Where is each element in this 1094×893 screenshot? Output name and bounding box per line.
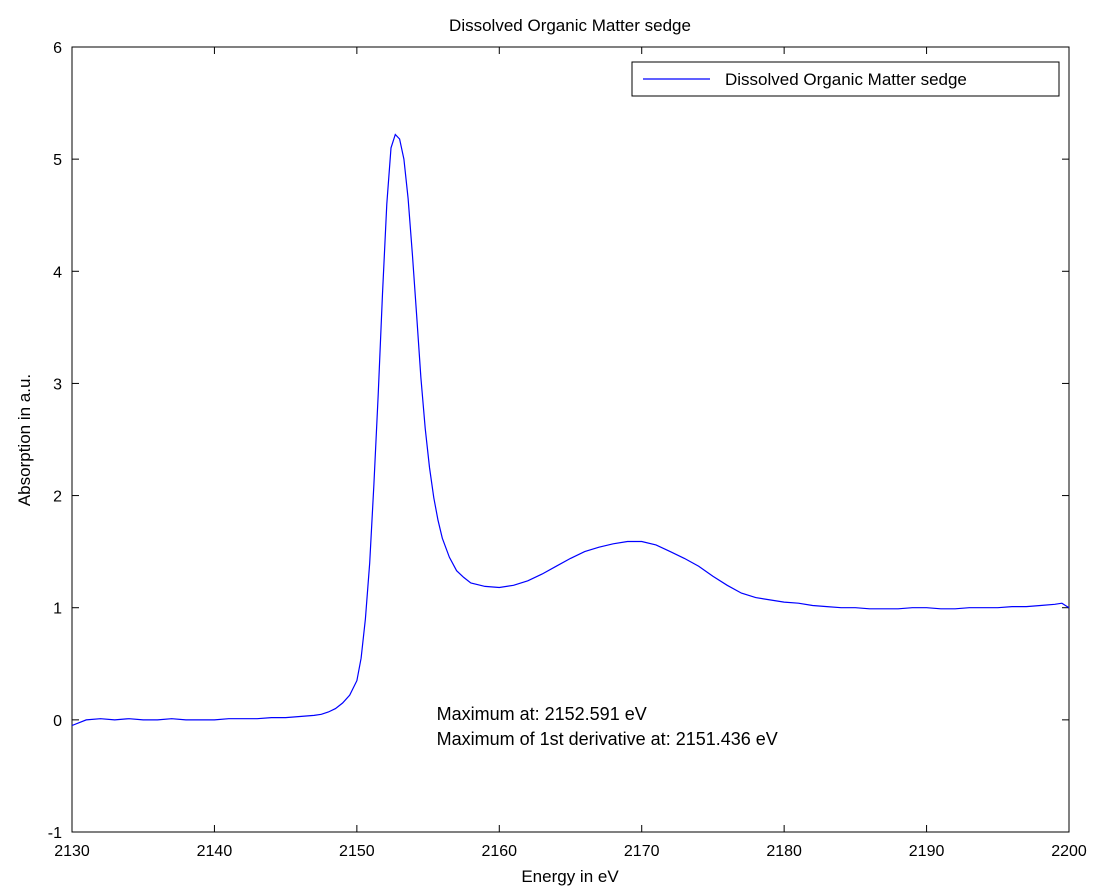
annotations: Maximum at: 2152.591 eV Maximum of 1st de…: [437, 704, 778, 749]
y-tick-label: 3: [53, 376, 62, 393]
y-tick-label: 2: [53, 489, 62, 506]
x-axis-label: Energy in eV: [521, 867, 619, 886]
axis-ticks: [71, 46, 1070, 833]
x-tick-label: 2190: [909, 843, 945, 860]
x-tick-labels: 2130 2140 2150 2160 2170 2180 2190 2200: [54, 843, 1087, 860]
x-tick-label: 2140: [197, 843, 233, 860]
x-tick-label: 2130: [54, 843, 90, 860]
x-tick-label: 2180: [766, 843, 802, 860]
plot-area: [71, 46, 1070, 833]
x-tick-label: 2200: [1051, 843, 1087, 860]
y-axis-label: Absorption in a.u.: [15, 374, 34, 506]
x-tick-label: 2170: [624, 843, 660, 860]
legend: Dissolved Organic Matter sedge: [631, 61, 1060, 97]
y-tick-label: 5: [53, 152, 62, 169]
y-tick-label: -1: [48, 825, 62, 842]
y-tick-label: 4: [53, 264, 62, 281]
legend-label: Dissolved Organic Matter sedge: [725, 70, 967, 89]
y-tick-label: 0: [53, 713, 62, 730]
y-tick-label: 1: [53, 601, 62, 618]
annotation-text: Maximum of 1st derivative at: 2151.436 e…: [437, 729, 778, 749]
x-tick-label: 2160: [481, 843, 517, 860]
y-tick-labels: -1 0 1 2 3 4 5 6: [48, 40, 62, 842]
chart-title: Dissolved Organic Matter sedge: [449, 16, 691, 35]
x-tick-label: 2150: [339, 843, 375, 860]
series-line-dissolved-organic-matter: [71, 133, 1070, 727]
annotation-text: Maximum at: 2152.591 eV: [437, 704, 647, 724]
y-tick-label: 6: [53, 40, 62, 57]
